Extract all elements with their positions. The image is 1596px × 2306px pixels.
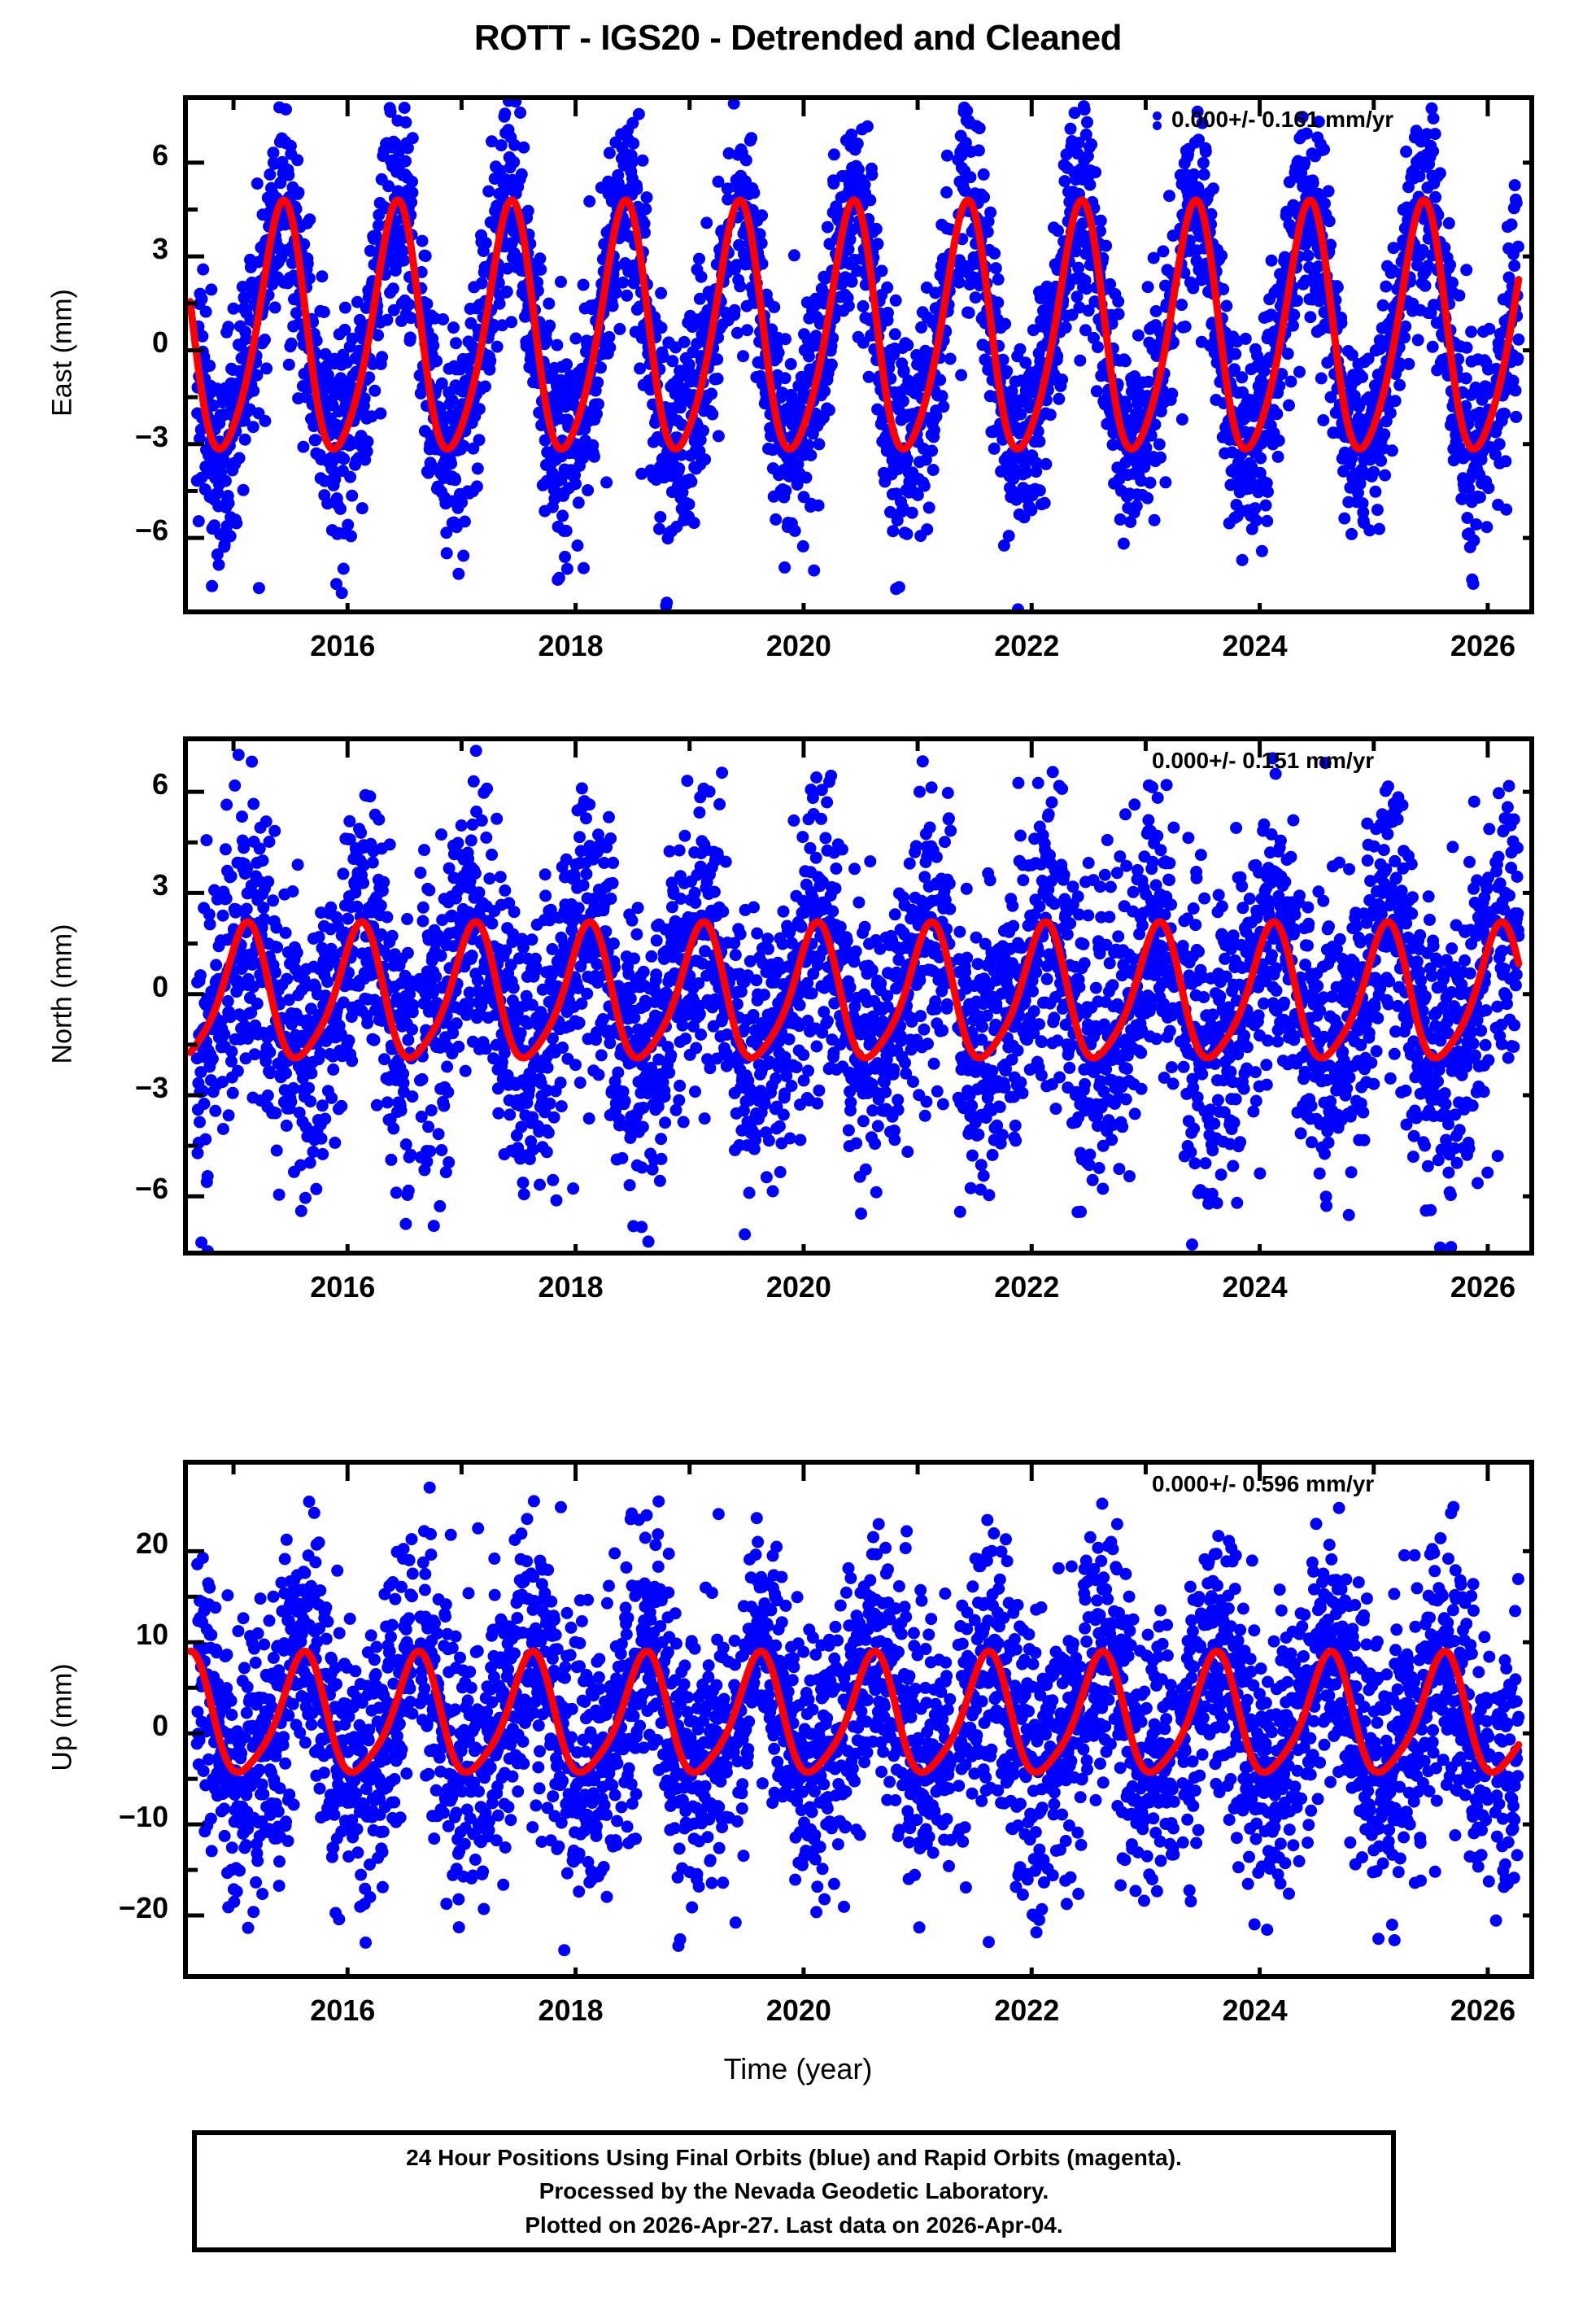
y-tick-label-up-0: 20 <box>71 1526 168 1561</box>
data-points-north <box>191 745 1525 1256</box>
plot-canvas-east <box>188 100 1534 614</box>
y-tick-label-north-0: 6 <box>71 767 168 801</box>
rate-text-north: 0.000+/- 0.151 mm/yr <box>1152 748 1374 773</box>
y-tick-label-north-3: −3 <box>71 1071 168 1105</box>
y-tick-label-up-2: 0 <box>71 1709 168 1743</box>
rate-marker-dots-icon <box>1152 111 1165 132</box>
y-axis-label-east: East (mm) <box>47 12 79 694</box>
x-tick-label-east-1: 2018 <box>498 629 644 663</box>
y-axis-label-north: North (mm) <box>47 653 79 1335</box>
x-tick-label-north-4: 2024 <box>1182 1270 1328 1304</box>
x-tick-label-east-4: 2024 <box>1182 629 1328 663</box>
y-tick-label-north-1: 3 <box>71 868 168 902</box>
x-tick-label-north-0: 2016 <box>269 1270 416 1304</box>
rate-annotation-up: 0.000+/- 0.596 mm/yr <box>1152 1471 1374 1497</box>
figure-title: ROTT - IGS20 - Detrended and Cleaned <box>0 18 1596 59</box>
y-tick-label-east-2: 0 <box>71 325 168 360</box>
y-tick-label-up-1: 10 <box>71 1618 168 1652</box>
x-tick-label-up-4: 2024 <box>1182 1994 1328 2028</box>
plot-frame-north <box>183 736 1534 1256</box>
caption-box: 24 Hour Positions Using Final Orbits (bl… <box>192 2130 1396 2252</box>
x-tick-label-east-3: 2022 <box>953 629 1100 663</box>
x-tick-label-east-0: 2016 <box>269 629 416 663</box>
x-tick-label-east-5: 2026 <box>1410 629 1556 663</box>
x-tick-label-north-5: 2026 <box>1410 1270 1556 1304</box>
x-tick-label-east-2: 2020 <box>726 629 872 663</box>
plot-panel-north <box>183 736 1534 1256</box>
y-tick-label-east-4: −6 <box>71 513 168 548</box>
rate-annotation-east: 0.000+/- 0.161 mm/yr <box>1152 107 1393 133</box>
y-tick-label-east-0: 6 <box>71 138 168 173</box>
plot-canvas-north <box>188 741 1534 1256</box>
rate-text-east: 0.000+/- 0.161 mm/yr <box>1171 107 1393 132</box>
plot-canvas-up <box>188 1465 1534 1979</box>
plot-frame-up <box>183 1460 1534 1979</box>
x-tick-label-north-2: 2020 <box>726 1270 872 1304</box>
y-axis-label-up: Up (mm) <box>47 1377 79 2059</box>
y-tick-label-up-4: −20 <box>71 1891 168 1925</box>
y-tick-label-up-3: −10 <box>71 1800 168 1834</box>
caption-line-2: Processed by the Nevada Geodetic Laborat… <box>539 2174 1049 2208</box>
rate-annotation-north: 0.000+/- 0.151 mm/yr <box>1152 748 1374 774</box>
y-tick-label-east-3: −3 <box>71 420 168 454</box>
y-tick-label-east-1: 3 <box>71 232 168 266</box>
caption-line-1: 24 Hour Positions Using Final Orbits (bl… <box>406 2141 1182 2174</box>
x-tick-label-up-5: 2026 <box>1410 1994 1556 2028</box>
x-tick-label-up-1: 2018 <box>498 1994 644 2028</box>
plot-frame-east <box>183 95 1534 614</box>
x-tick-label-up-2: 2020 <box>726 1994 872 2028</box>
y-tick-label-north-2: 0 <box>71 970 168 1004</box>
plot-panel-up <box>183 1460 1534 1979</box>
data-points-east <box>191 100 1525 614</box>
x-tick-label-north-3: 2022 <box>953 1270 1100 1304</box>
x-axis-label: Time (year) <box>0 2052 1596 2086</box>
rate-text-up: 0.000+/- 0.596 mm/yr <box>1152 1471 1374 1496</box>
x-tick-label-up-3: 2022 <box>953 1994 1100 2028</box>
y-tick-label-north-4: −6 <box>71 1172 168 1206</box>
plot-panel-east <box>183 95 1534 614</box>
x-tick-label-north-1: 2018 <box>498 1270 644 1304</box>
caption-line-3: Plotted on 2026-Apr-27. Last data on 202… <box>525 2208 1062 2242</box>
x-tick-label-up-0: 2016 <box>269 1994 416 2028</box>
